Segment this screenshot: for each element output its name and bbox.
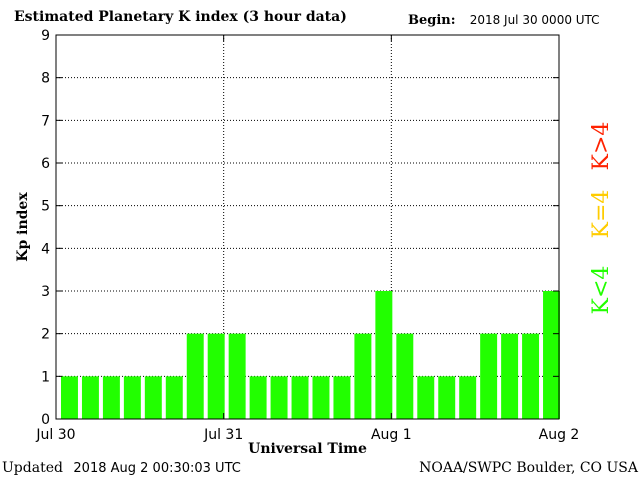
kp-bar bbox=[438, 376, 456, 419]
updated-label: Updated bbox=[2, 460, 63, 476]
x-axis: Jul 30 Jul 31 Aug 1 Aug 2 bbox=[35, 35, 579, 443]
kp-bar bbox=[291, 376, 309, 419]
plot-frame bbox=[55, 34, 560, 420]
begin-label: Begin: bbox=[408, 13, 456, 28]
updated-timestamp: Updated 2018 Aug 2 00:30:03 UTC bbox=[2, 460, 241, 476]
legend-item: K>4 bbox=[589, 122, 614, 171]
kp-bar bbox=[354, 333, 372, 419]
kp-bar bbox=[186, 333, 204, 419]
y-axis-label: Kp index bbox=[15, 192, 31, 262]
y-tick-label: 2 bbox=[41, 327, 50, 343]
y-tick-label: 0 bbox=[41, 412, 50, 428]
kp-bar bbox=[165, 376, 183, 419]
kp-bar bbox=[312, 376, 330, 419]
y-tick-label: 5 bbox=[41, 199, 50, 215]
y-tick-label: 1 bbox=[41, 369, 50, 385]
y-tick-label: 8 bbox=[41, 71, 50, 87]
kp-bar bbox=[270, 376, 288, 419]
bars bbox=[61, 291, 560, 419]
x-tick-label: Aug 1 bbox=[371, 427, 412, 443]
kp-bar bbox=[228, 333, 246, 419]
credit-text: NOAA/SWPC Boulder, CO USA bbox=[419, 460, 638, 476]
begin-value: 2018 Jul 30 0000 UTC bbox=[469, 13, 600, 27]
kp-bar bbox=[144, 376, 162, 419]
kp-bar bbox=[396, 333, 414, 419]
y-tick-label: 3 bbox=[41, 284, 50, 300]
y-tick-label: 6 bbox=[41, 156, 50, 172]
kp-bar bbox=[375, 291, 393, 419]
kp-bar bbox=[480, 333, 498, 419]
kp-bar bbox=[81, 376, 99, 419]
legend: K<4 K=4 K>4 bbox=[589, 122, 614, 315]
kp-bar bbox=[61, 376, 78, 419]
kp-bar bbox=[417, 376, 435, 419]
grid-lines bbox=[56, 35, 559, 419]
kp-bar bbox=[102, 376, 120, 419]
x-tick-label: Jul 30 bbox=[35, 427, 75, 443]
y-axis: 0 1 2 3 4 5 6 7 8 9 bbox=[41, 28, 559, 428]
x-tick-label: Jul 31 bbox=[203, 427, 243, 443]
x-axis-label: Universal Time bbox=[248, 441, 367, 457]
y-tick-label: 9 bbox=[41, 28, 50, 44]
kp-bar bbox=[543, 291, 560, 419]
y-tick-label: 7 bbox=[41, 113, 50, 129]
chart-title: Estimated Planetary K index (3 hour data… bbox=[14, 9, 347, 25]
begin-timestamp: Begin: 2018 Jul 30 0000 UTC bbox=[408, 13, 600, 28]
updated-value: 2018 Aug 2 00:30:03 UTC bbox=[73, 461, 241, 476]
kp-bar bbox=[459, 376, 477, 419]
x-tick-label: Aug 2 bbox=[539, 427, 580, 443]
kp-bar bbox=[249, 376, 267, 419]
legend-item: K=4 bbox=[589, 190, 614, 239]
kp-bar bbox=[207, 333, 225, 419]
kp-bar bbox=[522, 333, 540, 419]
kp-bar bbox=[501, 333, 519, 419]
kp-bar bbox=[123, 376, 141, 419]
y-tick-label: 4 bbox=[41, 241, 50, 257]
kp-bar bbox=[333, 376, 351, 419]
legend-item: K<4 bbox=[589, 266, 614, 315]
